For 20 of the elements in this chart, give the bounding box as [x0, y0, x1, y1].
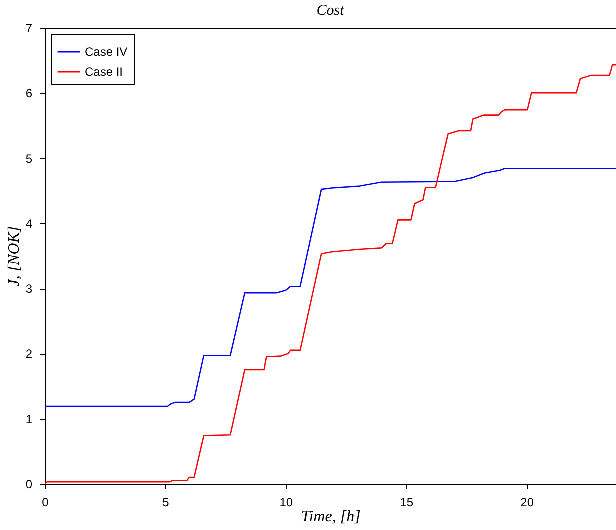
x-tick-label: 10 — [280, 496, 294, 510]
y-tick-label: 0 — [26, 478, 33, 492]
line-series — [45, 64, 616, 484]
legend-label: Case IV — [85, 45, 128, 59]
y-tick-label: 2 — [26, 347, 33, 362]
chart-title: Cost — [316, 3, 346, 19]
y-tick-label: 1 — [26, 412, 33, 426]
legend-label: Case II — [85, 65, 124, 79]
x-tick-label: 0 — [42, 496, 50, 510]
y-tick-label: 6 — [26, 86, 33, 101]
y-tick-label: 5 — [26, 152, 33, 166]
y-tick-label: 7 — [26, 22, 33, 36]
line-series — [45, 168, 616, 408]
y-axis-title: J, [NOK] — [6, 226, 23, 287]
y-tick-label: 3 — [26, 282, 33, 296]
x-tick-label: 15 — [400, 496, 414, 510]
y-tick-label: 4 — [26, 216, 33, 231]
x-axis-title: Time, [h] — [301, 508, 361, 526]
x-tick-label: 20 — [520, 496, 534, 510]
x-tick-label: 5 — [162, 496, 170, 510]
